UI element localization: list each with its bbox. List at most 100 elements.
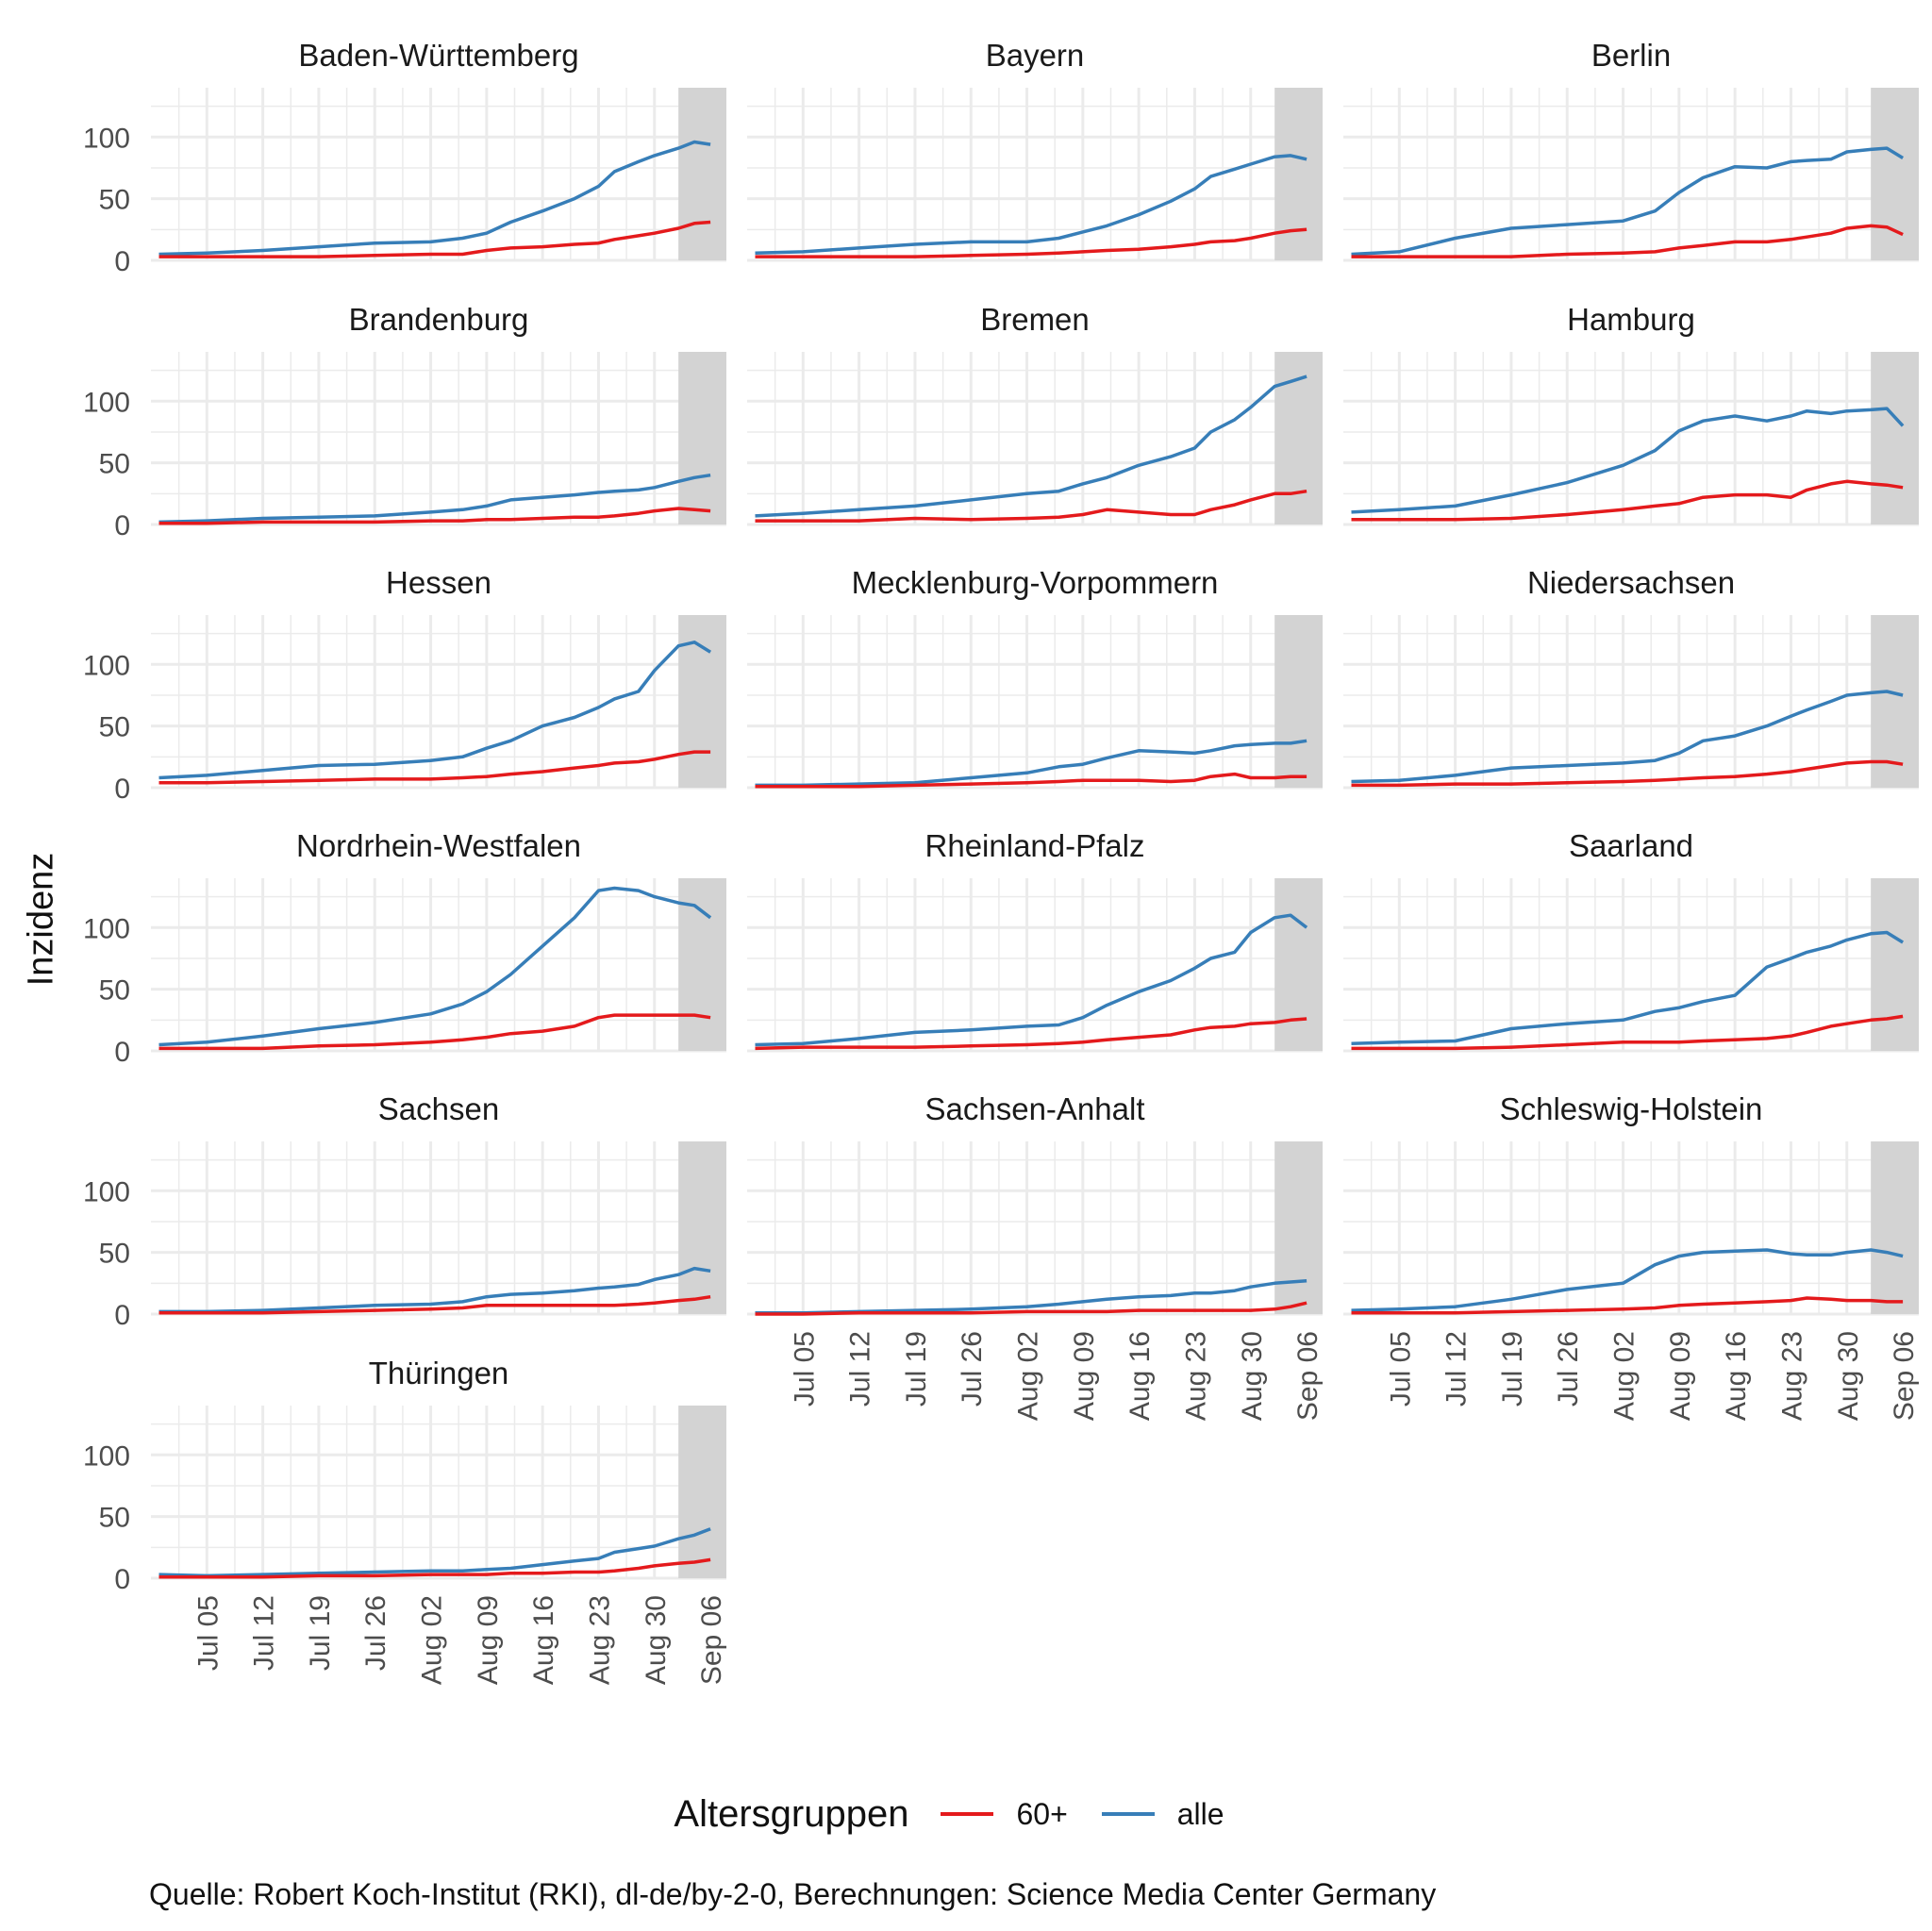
y-tick-label: 100 bbox=[83, 913, 130, 944]
y-tick-label: 0 bbox=[114, 1300, 130, 1331]
series-line-60plus bbox=[158, 507, 711, 525]
y-tick-label: 50 bbox=[99, 975, 130, 1007]
y-tick-label: 100 bbox=[83, 1176, 130, 1207]
series-line-alle bbox=[1351, 930, 1905, 1045]
legend-label-60plus: 60+ bbox=[1016, 1796, 1068, 1831]
shaded-region bbox=[1871, 1141, 1919, 1314]
facet-panel: Berlin bbox=[1343, 38, 1919, 262]
y-tick-label: 0 bbox=[114, 246, 130, 277]
series-line-60plus bbox=[158, 1294, 711, 1315]
x-tick-label: Aug 16 bbox=[1721, 1331, 1752, 1421]
shaded-region bbox=[678, 352, 726, 524]
series-line-60plus bbox=[755, 489, 1307, 523]
legend-key-60plus bbox=[941, 1812, 994, 1816]
facet-title: Niedersachsen bbox=[1527, 565, 1735, 600]
facet-panel: Saarland bbox=[1343, 828, 1919, 1053]
series-line-alle bbox=[1351, 690, 1904, 784]
shaded-region bbox=[678, 88, 726, 260]
x-tick-label: Aug 30 bbox=[1833, 1331, 1864, 1421]
x-tick-label: Jul 12 bbox=[249, 1595, 280, 1671]
source-caption: Quelle: Robert Koch-Institut (RKI), dl-d… bbox=[149, 1877, 1437, 1911]
shaded-region bbox=[1871, 88, 1919, 260]
x-tick-label: Aug 16 bbox=[528, 1595, 559, 1685]
y-tick-label: 0 bbox=[114, 510, 130, 541]
x-tick-label: Aug 09 bbox=[473, 1595, 504, 1685]
facet-title: Sachsen-Anhalt bbox=[925, 1091, 1145, 1126]
series-line-60plus bbox=[755, 1017, 1307, 1051]
shaded-region bbox=[678, 878, 726, 1051]
x-tick-label: Sep 06 bbox=[1889, 1331, 1920, 1421]
series-line-alle bbox=[1351, 407, 1905, 514]
x-tick-label: Jul 05 bbox=[192, 1595, 224, 1671]
facet-title: Sachsen bbox=[378, 1091, 499, 1126]
shaded-region bbox=[1871, 615, 1919, 788]
y-tick-label: 50 bbox=[99, 185, 130, 216]
facet-title: Bayern bbox=[986, 38, 1085, 73]
y-tick-label: 0 bbox=[114, 1564, 130, 1595]
legend-key-alle bbox=[1101, 1812, 1155, 1816]
x-tick-label: Aug 02 bbox=[417, 1595, 448, 1685]
x-tick-label: Jul 26 bbox=[360, 1595, 391, 1671]
x-tick-label: Sep 06 bbox=[696, 1595, 727, 1685]
y-tick-label: 50 bbox=[99, 1239, 130, 1270]
y-tick-label: 0 bbox=[114, 774, 130, 805]
shaded-region bbox=[678, 1406, 726, 1578]
series-line-60plus bbox=[755, 772, 1307, 789]
y-tick-label: 50 bbox=[99, 712, 130, 743]
x-tick-label: Jul 19 bbox=[901, 1331, 932, 1407]
x-tick-label: Jul 12 bbox=[845, 1331, 876, 1407]
facet-title: Hamburg bbox=[1567, 302, 1695, 337]
facet-title: Mecklenburg-Vorpommern bbox=[852, 565, 1219, 600]
series-line-alle bbox=[158, 140, 711, 257]
x-tick-label: Aug 30 bbox=[1237, 1331, 1268, 1421]
series-line-alle bbox=[158, 1266, 711, 1314]
facet-panel: Hamburg bbox=[1343, 302, 1919, 526]
facet-title: Nordrhein-Westfalen bbox=[296, 828, 581, 863]
facet-panel: Niedersachsen bbox=[1343, 565, 1919, 790]
chart-plot-area: Baden-Württemberg 0 50 100 Bayern Berlin Brand… bbox=[83, 38, 1920, 1685]
facet-panel: Baden-Württemberg 0 50 100 bbox=[83, 38, 726, 277]
x-tick-label: Aug 02 bbox=[1609, 1331, 1641, 1421]
facet-panel: Hessen 0 50 100 bbox=[83, 565, 726, 805]
series-line-alle bbox=[158, 1527, 711, 1578]
x-tick-label: Aug 23 bbox=[584, 1595, 615, 1685]
legend: Altersgruppen 60+ alle bbox=[0, 1786, 1932, 1842]
series-line-alle bbox=[755, 1278, 1307, 1315]
shaded-region bbox=[1274, 88, 1323, 260]
facet-panel: Bayern bbox=[747, 38, 1323, 262]
y-axis-label: Inzidenz bbox=[19, 852, 64, 986]
series-line-alle bbox=[1351, 1248, 1904, 1312]
x-tick-label: Sep 06 bbox=[1292, 1331, 1324, 1421]
x-tick-label: Jul 05 bbox=[1385, 1331, 1416, 1407]
y-tick-label: 100 bbox=[83, 1440, 130, 1472]
series-line-60plus bbox=[1351, 759, 1904, 788]
x-tick-label: Jul 12 bbox=[1441, 1331, 1473, 1407]
facet-panel: Rheinland-Pfalz bbox=[747, 828, 1323, 1053]
series-line-alle bbox=[158, 641, 712, 780]
x-tick-label: Aug 23 bbox=[1776, 1331, 1807, 1421]
facet-panel: Mecklenburg-Vorpommern bbox=[747, 565, 1323, 790]
x-tick-label: Jul 19 bbox=[1497, 1331, 1528, 1407]
facet-title: Hessen bbox=[386, 565, 491, 600]
y-tick-label: 100 bbox=[83, 387, 130, 418]
facet-title: Baden-Württemberg bbox=[298, 38, 578, 73]
legend-item-60plus: 60+ bbox=[941, 1796, 1068, 1832]
y-tick-label: 0 bbox=[114, 1037, 130, 1068]
shaded-region bbox=[1871, 352, 1919, 524]
series-line-alle bbox=[755, 739, 1307, 788]
series-line-alle bbox=[755, 913, 1308, 1047]
series-line-60plus bbox=[1351, 1296, 1904, 1315]
series-line-60plus bbox=[755, 1301, 1307, 1316]
shaded-region bbox=[678, 615, 726, 788]
facet-title: Berlin bbox=[1591, 38, 1671, 73]
facet-title: Brandenburg bbox=[349, 302, 529, 337]
legend-item-alle: alle bbox=[1101, 1797, 1224, 1832]
y-tick-label: 100 bbox=[83, 123, 130, 154]
series-line-60plus bbox=[1351, 479, 1904, 522]
series-line-60plus bbox=[158, 1013, 711, 1051]
series-line-alle bbox=[1351, 146, 1905, 257]
x-tick-label: Jul 26 bbox=[1553, 1331, 1584, 1407]
x-tick-label: Aug 09 bbox=[1069, 1331, 1100, 1421]
shaded-region bbox=[1274, 1141, 1323, 1314]
x-tick-label: Aug 09 bbox=[1665, 1331, 1696, 1421]
